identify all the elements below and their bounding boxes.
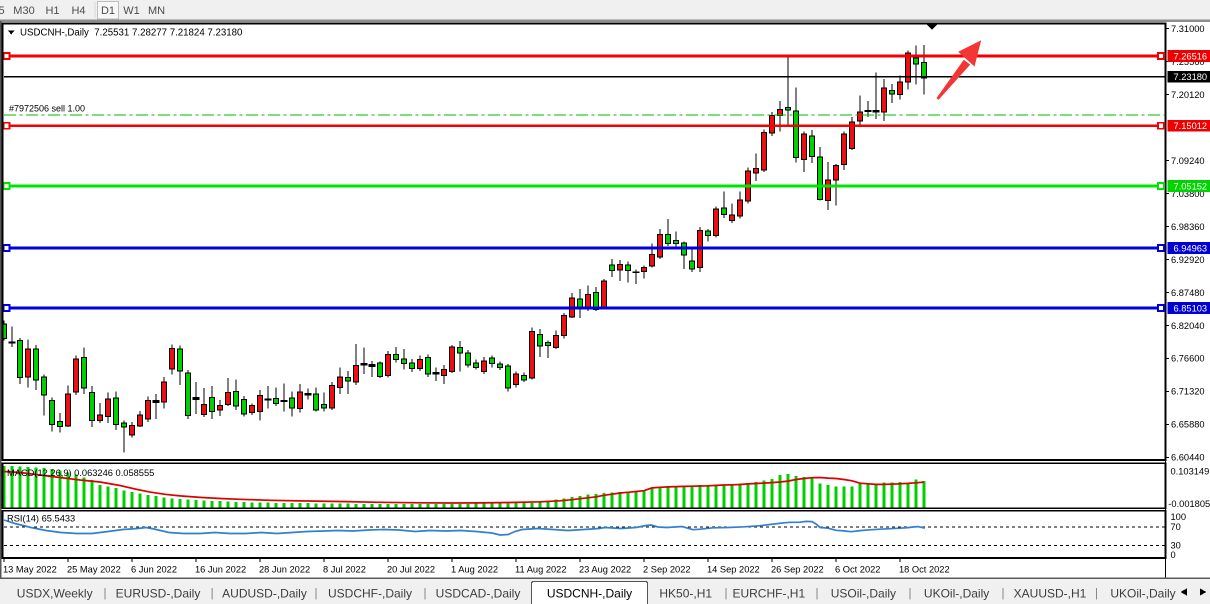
svg-text:25 May 2022: 25 May 2022 bbox=[67, 565, 121, 575]
svg-text:HK50-,H1: HK50-,H1 bbox=[659, 586, 712, 600]
svg-text:0.103149: 0.103149 bbox=[1171, 466, 1210, 476]
svg-text:EURCHF-,H1: EURCHF-,H1 bbox=[732, 586, 805, 600]
svg-text:|: | bbox=[816, 588, 819, 600]
svg-text:H1: H1 bbox=[45, 5, 59, 17]
svg-text:6.92920: 6.92920 bbox=[1171, 255, 1205, 265]
svg-text:100: 100 bbox=[1171, 512, 1187, 522]
svg-text:|: | bbox=[1002, 588, 1005, 600]
svg-text:11 Aug 2022: 11 Aug 2022 bbox=[515, 565, 567, 575]
svg-text:USOil-,Daily: USOil-,Daily bbox=[831, 586, 896, 600]
svg-text:70: 70 bbox=[1171, 522, 1181, 532]
svg-text:7.15012: 7.15012 bbox=[1174, 121, 1208, 131]
svg-text:7.25560: 7.25560 bbox=[1171, 57, 1205, 67]
svg-text:6 Oct 2022: 6 Oct 2022 bbox=[835, 565, 880, 575]
svg-text:7.03800: 7.03800 bbox=[1171, 189, 1205, 199]
svg-text:|: | bbox=[104, 588, 107, 600]
svg-text:RSI(14) 65.5433: RSI(14) 65.5433 bbox=[7, 514, 75, 524]
svg-text:USDX,Weekly: USDX,Weekly bbox=[17, 586, 93, 600]
svg-text:6.82040: 6.82040 bbox=[1171, 321, 1205, 331]
svg-text:1 Aug 2022: 1 Aug 2022 bbox=[451, 565, 498, 575]
svg-text:EURUSD-,Daily: EURUSD-,Daily bbox=[116, 586, 201, 600]
svg-text:AUDUSD-,Daily: AUDUSD-,Daily bbox=[222, 586, 307, 600]
svg-text:2 Sep 2022: 2 Sep 2022 bbox=[643, 565, 691, 575]
svg-text:7.05152: 7.05152 bbox=[1174, 181, 1208, 191]
svg-text:USDCNH-,Daily 7.25531 7.28277: USDCNH-,Daily 7.25531 7.28277 7.21824 7.… bbox=[20, 28, 243, 39]
svg-text:18 Oct 2022: 18 Oct 2022 bbox=[899, 565, 950, 575]
svg-text:7.26516: 7.26516 bbox=[1174, 51, 1208, 61]
svg-text:6 Jun 2022: 6 Jun 2022 bbox=[131, 565, 177, 575]
svg-text:30: 30 bbox=[1171, 540, 1181, 550]
svg-text:|: | bbox=[725, 588, 728, 600]
svg-text:6.65880: 6.65880 bbox=[1171, 420, 1205, 430]
svg-text:13 May 2022: 13 May 2022 bbox=[3, 565, 57, 575]
svg-text:26 Sep 2022: 26 Sep 2022 bbox=[771, 565, 824, 575]
svg-text:6.87480: 6.87480 bbox=[1171, 288, 1205, 298]
svg-text:23 Aug 2022: 23 Aug 2022 bbox=[579, 565, 631, 575]
svg-text:14 Sep 2022: 14 Sep 2022 bbox=[707, 565, 760, 575]
svg-text:#7972506 sell 1.00: #7972506 sell 1.00 bbox=[9, 104, 85, 114]
svg-text:6.71320: 6.71320 bbox=[1171, 387, 1205, 397]
svg-text:7.31000: 7.31000 bbox=[1171, 24, 1205, 34]
svg-text:USDCAD-,Daily: USDCAD-,Daily bbox=[436, 586, 521, 600]
svg-text:M5: M5 bbox=[0, 5, 5, 17]
svg-text:USDCHF-,Daily: USDCHF-,Daily bbox=[328, 586, 412, 600]
svg-text:|: | bbox=[211, 588, 214, 600]
svg-text:6.98360: 6.98360 bbox=[1171, 222, 1205, 232]
svg-text:UKOil-,Daily: UKOil-,Daily bbox=[1110, 586, 1175, 600]
svg-text:|: | bbox=[909, 588, 912, 600]
svg-text:|: | bbox=[424, 588, 427, 600]
svg-text:|: | bbox=[315, 588, 318, 600]
svg-text:28 Jun 2022: 28 Jun 2022 bbox=[259, 565, 310, 575]
svg-text:20 Jul 2022: 20 Jul 2022 bbox=[387, 565, 435, 575]
svg-text:7.20120: 7.20120 bbox=[1171, 90, 1205, 100]
svg-text:6.60440: 6.60440 bbox=[1171, 453, 1205, 463]
svg-text:16 Jun 2022: 16 Jun 2022 bbox=[195, 565, 246, 575]
svg-text:0: 0 bbox=[1171, 550, 1176, 560]
svg-text:XAUUSD-,H1: XAUUSD-,H1 bbox=[1014, 586, 1087, 600]
svg-text:UKOil-,Daily: UKOil-,Daily bbox=[924, 586, 989, 600]
svg-text:6.76600: 6.76600 bbox=[1171, 354, 1205, 364]
svg-text:7.09240: 7.09240 bbox=[1171, 156, 1205, 166]
svg-text:H4: H4 bbox=[71, 5, 85, 17]
svg-text:-0.001805: -0.001805 bbox=[1168, 499, 1210, 509]
svg-text:|: | bbox=[1095, 588, 1098, 600]
svg-text:W1: W1 bbox=[123, 5, 140, 17]
svg-text:MN: MN bbox=[148, 5, 165, 17]
svg-text:USDCNH-,Daily: USDCNH-,Daily bbox=[547, 586, 632, 600]
svg-text:7.23180: 7.23180 bbox=[1174, 72, 1208, 82]
svg-text:MACD(12,26,9) 0.063246 0.05855: MACD(12,26,9) 0.063246 0.058555 bbox=[7, 468, 154, 478]
svg-text:6.94963: 6.94963 bbox=[1174, 243, 1208, 253]
svg-text:M30: M30 bbox=[13, 5, 34, 17]
svg-text:8 Jul 2022: 8 Jul 2022 bbox=[323, 565, 366, 575]
svg-text:D1: D1 bbox=[101, 5, 115, 17]
svg-text:6.85103: 6.85103 bbox=[1174, 303, 1208, 313]
